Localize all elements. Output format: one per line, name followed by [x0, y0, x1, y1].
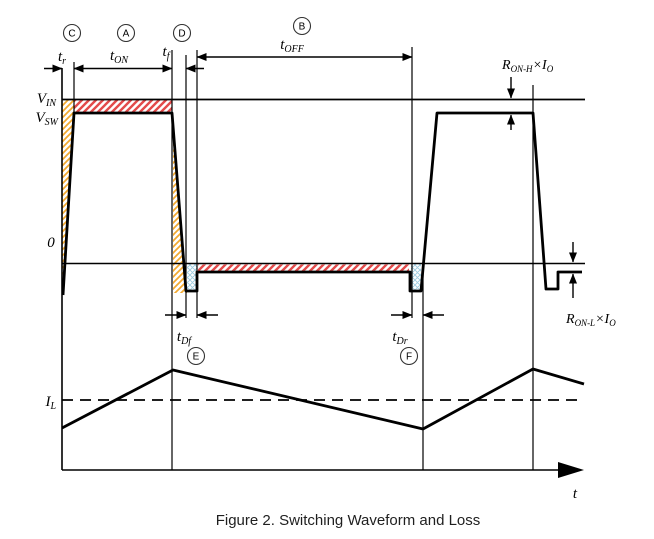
marker-c: C [62, 23, 82, 43]
marker-e-circle [186, 346, 206, 366]
label-ron-h-times-io: RON-H×IO [501, 58, 554, 74]
marker-d-circle [172, 23, 192, 43]
label-ron-l-times-io: RON-L×IO [565, 312, 616, 328]
marker-b: B [292, 16, 312, 36]
marker-f-letter: F [406, 352, 412, 363]
time-axis-arrowhead [558, 462, 584, 478]
marker-b-letter: B [299, 22, 306, 33]
marker-a-circle [116, 23, 136, 43]
marker-b-circle [292, 16, 312, 36]
label-t-f: tf [163, 44, 171, 62]
inductor-current-waveform [61, 367, 585, 431]
marker-e-letter: E [193, 352, 200, 363]
label-il: IL [44, 394, 56, 412]
label-t-on: tON [110, 48, 129, 66]
label-t-off: tOFF [280, 37, 305, 55]
label-vin: VIN [37, 91, 58, 109]
marker-d-letter: D [178, 29, 185, 40]
region-high-side-conduction-loss [74, 100, 172, 113]
label-zero: 0 [47, 235, 55, 251]
label-time-axis: t [573, 486, 578, 502]
label-t-dr: tDr [392, 329, 407, 347]
label-t-df: tDf [177, 329, 192, 347]
marker-c-circle [62, 23, 82, 43]
marker-e: E [186, 346, 206, 366]
marker-a: A [116, 23, 136, 43]
marker-f-circle [399, 346, 419, 366]
marker-c-letter: C [68, 29, 75, 40]
label-t-r: tr [58, 49, 66, 67]
vsw-waveform [61, 111, 582, 296]
region-low-side-conduction-loss [198, 264, 409, 272]
marker-a-letter: A [123, 29, 130, 40]
marker-f: F [399, 346, 419, 366]
marker-d: D [172, 23, 192, 43]
figure-caption: Figure 2. Switching Waveform and Loss [216, 512, 481, 529]
region-deadtime-df-loss [187, 264, 197, 291]
region-deadtime-dr-loss [411, 264, 421, 291]
label-vsw: VSW [35, 110, 59, 128]
